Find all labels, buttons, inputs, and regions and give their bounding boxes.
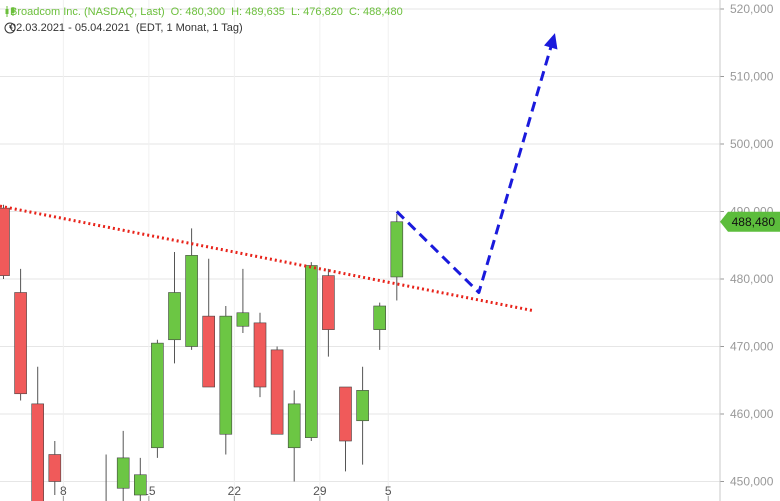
- x-tick-label: 8: [60, 484, 67, 498]
- candle-up: [151, 342, 164, 449]
- candle-down: [253, 322, 267, 388]
- candle-down: [0, 207, 10, 276]
- x-tick-label: 5: [385, 484, 392, 498]
- last-price-label: 488,480: [732, 215, 776, 229]
- y-tick-label: 480,000: [730, 272, 774, 286]
- y-tick-label: 510,000: [730, 70, 774, 84]
- x-tick-label: 29: [313, 484, 327, 498]
- y-tick-label: 470,000: [730, 340, 774, 354]
- period-info: (EDT, 1 Monat, 1 Tag): [135, 22, 243, 34]
- candle-up: [390, 221, 404, 278]
- candle-down: [339, 386, 352, 442]
- candle-up: [236, 312, 250, 327]
- candle-down: [48, 454, 62, 482]
- high-value: H: 489,635: [231, 6, 285, 18]
- candle-down: [322, 275, 335, 330]
- low-value: L: 476,820: [290, 6, 343, 18]
- y-tick-label: 450,000: [730, 475, 774, 489]
- candle-up: [219, 315, 233, 435]
- candle-down: [14, 292, 27, 395]
- last-price-badge: [720, 211, 780, 232]
- projection-arrowhead: [544, 33, 558, 50]
- close-value: C: 488,480: [348, 6, 403, 18]
- candle-down: [202, 315, 215, 388]
- candle-up: [185, 255, 198, 347]
- projection-line: [395, 35, 556, 294]
- candle-up: [373, 305, 387, 330]
- candle-down: [270, 349, 284, 435]
- candle-up: [304, 265, 318, 438]
- candle-up: [116, 457, 130, 489]
- date-range: 02.03.2021 - 05.04.2021: [10, 22, 130, 34]
- candle-up: [134, 474, 147, 496]
- x-tick-label: 22: [228, 484, 242, 498]
- y-tick-label: 460,000: [730, 407, 774, 421]
- open-value: O: 480,300: [170, 6, 226, 18]
- candle-down: [31, 403, 45, 501]
- y-tick-label: 520,000: [730, 2, 774, 16]
- y-tick-label: 500,000: [730, 137, 774, 151]
- instrument-name: Broadcom Inc. (NASDAQ, Last): [10, 6, 165, 18]
- chart-header: Broadcom Inc. (NASDAQ, Last) O: 480,300 H:…: [4, 6, 409, 18]
- chart-period: 02.03.2021 - 05.04.2021 (EDT, 1 Monat, 1 …: [4, 22, 249, 34]
- trend-line: [0, 204, 534, 313]
- candle-up: [287, 403, 301, 449]
- candle-up: [356, 390, 369, 422]
- candle-up: [168, 292, 181, 341]
